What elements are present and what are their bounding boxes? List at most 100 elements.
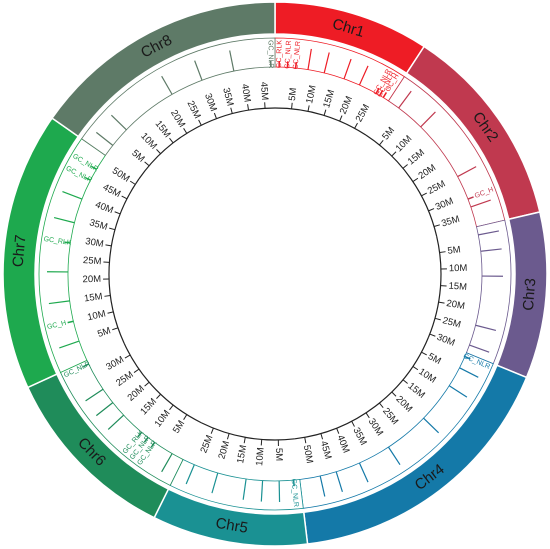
- tick-mark: [339, 115, 343, 122]
- gene-label: GC_NLR: [292, 41, 302, 70]
- tick-label: 30M: [104, 354, 126, 373]
- tick-label: 40M: [94, 199, 115, 216]
- gene-marker: [387, 446, 401, 466]
- tick-mark: [129, 180, 136, 185]
- gene-marker: [457, 166, 477, 178]
- gene-marker: [161, 453, 173, 473]
- gene-marker: [420, 111, 436, 128]
- tick-mark: [354, 122, 358, 129]
- tick-mark: [210, 427, 214, 434]
- tick-label: 20M: [82, 274, 101, 286]
- tick-mark: [351, 420, 355, 427]
- tick-mark: [391, 151, 397, 157]
- gene-marker: [358, 462, 369, 483]
- gene-line: [382, 92, 388, 98]
- gene-label: GC_H: [46, 320, 67, 331]
- tick-label: 30M: [366, 417, 385, 439]
- tick-mark: [183, 414, 188, 420]
- tick-label: 10M: [86, 308, 107, 323]
- tick-label: 10M: [153, 408, 173, 429]
- tick-label: 10M: [449, 263, 468, 275]
- gene-marker: [475, 324, 497, 332]
- gene-marker: [185, 464, 195, 485]
- gene-marker: [323, 52, 330, 74]
- tick-mark: [421, 192, 427, 197]
- gene-line: [375, 87, 380, 94]
- tick-mark: [104, 295, 111, 297]
- axis-arc: [274, 107, 367, 136]
- gene-line: [67, 320, 74, 324]
- gene-marker: [48, 300, 70, 305]
- tick-mark: [429, 333, 436, 337]
- tick-label: 35M: [440, 214, 461, 230]
- gene-marker: [95, 131, 114, 146]
- tick-label: 20M: [417, 162, 439, 181]
- gene-line: [294, 61, 298, 69]
- tick-label: 20M: [338, 95, 355, 116]
- gene-marker: [242, 478, 247, 500]
- tick-mark: [109, 227, 116, 231]
- tick-label: 15M: [406, 381, 427, 401]
- gene-marker: [319, 475, 326, 497]
- gene-marker: [478, 230, 500, 236]
- gene-marker: [260, 480, 264, 502]
- tick-mark: [243, 437, 246, 444]
- gene-label: GC_NLR: [284, 40, 293, 69]
- gene-marker: [85, 388, 104, 402]
- tick-mark: [156, 393, 161, 399]
- tick-label: 5M: [171, 418, 187, 435]
- gene-line: [464, 355, 471, 360]
- tick-mark: [213, 112, 217, 119]
- tick-label: 15M: [448, 281, 467, 293]
- tick-label: 15M: [406, 147, 427, 167]
- tick-label: 30M: [434, 196, 455, 213]
- tick-mark: [169, 137, 174, 144]
- gene-line: [292, 480, 295, 487]
- axis-arc: [138, 107, 276, 180]
- axis-arc: [201, 422, 295, 441]
- gene-marker: [307, 48, 312, 70]
- tick-label: 20M: [446, 298, 466, 312]
- tick-label: 40M: [239, 83, 253, 103]
- gene-marker: [398, 90, 412, 109]
- tick-mark: [169, 404, 174, 411]
- tick-label: 25M: [198, 433, 215, 454]
- tick-mark: [198, 119, 202, 126]
- tick-label: 30M: [202, 92, 219, 113]
- tick-label: 35M: [350, 426, 368, 448]
- tick-label: 15M: [235, 444, 249, 464]
- gene-line: [82, 363, 89, 368]
- tick-mark: [304, 437, 307, 444]
- tick-mark: [307, 105, 310, 112]
- gene-marker: [358, 65, 369, 86]
- gene-marker: [211, 472, 219, 494]
- tick-label: 25M: [354, 102, 373, 124]
- tick-mark: [421, 351, 427, 356]
- gene-marker: [59, 340, 80, 349]
- tick-label: 15M: [83, 291, 103, 304]
- gene-label: GC_RLK: [43, 236, 72, 247]
- tick-label: 35M: [88, 217, 109, 233]
- tick-mark: [183, 128, 188, 134]
- tick-mark: [323, 109, 327, 116]
- tick-label: 25M: [83, 255, 102, 267]
- track-outline: [465, 219, 512, 365]
- gene-line: [64, 241, 71, 244]
- gene-marker: [107, 414, 125, 430]
- tick-label: 20M: [125, 383, 146, 403]
- track-outline: [81, 37, 276, 156]
- tick-label: 5M: [287, 87, 299, 101]
- tick-mark: [434, 317, 441, 321]
- gene-marker: [95, 402, 114, 417]
- tick-label: 15M: [321, 88, 337, 109]
- tick-label: 5M: [447, 244, 462, 257]
- tick-label: 10M: [416, 366, 438, 385]
- gene-line: [84, 176, 91, 181]
- gene-marker: [480, 248, 502, 252]
- tick-label: 35M: [220, 87, 235, 108]
- tick-label: 20M: [393, 394, 414, 415]
- gene-marker: [448, 385, 468, 398]
- tick-mark: [156, 149, 161, 155]
- gene-marker: [469, 344, 490, 353]
